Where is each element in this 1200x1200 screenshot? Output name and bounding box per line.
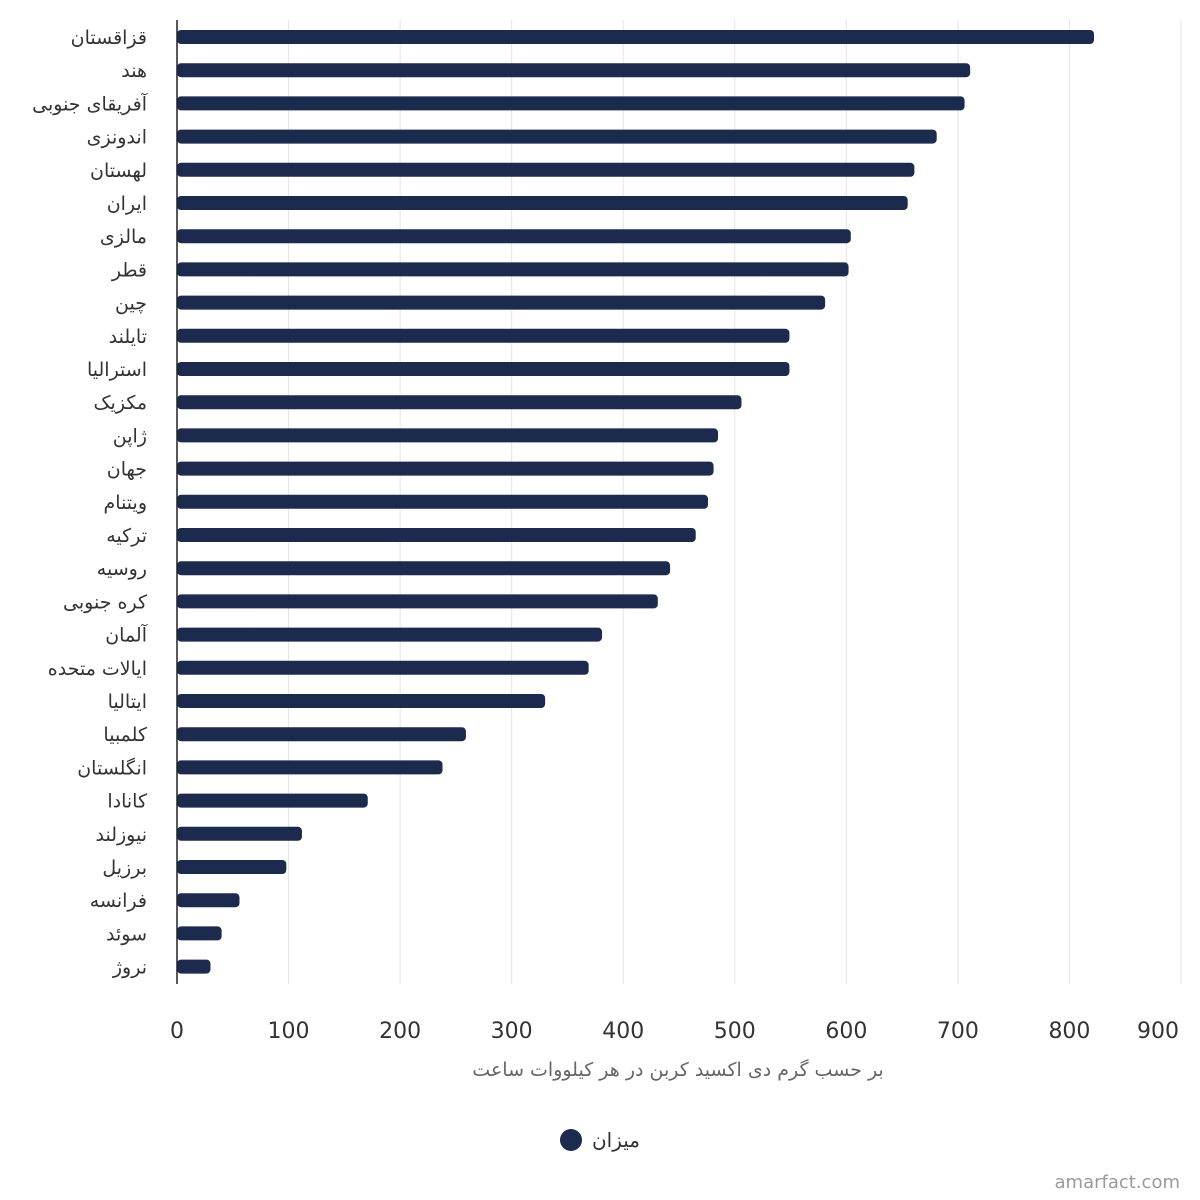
category-label: آلمان [105, 623, 148, 647]
bar [177, 196, 908, 210]
bar [177, 461, 714, 476]
bar [177, 727, 466, 742]
bar [177, 627, 603, 642]
bar [177, 660, 589, 675]
category-label: کلمبیا [103, 724, 148, 746]
category-label: ایران [107, 193, 147, 215]
category-label: مکزیک [94, 392, 147, 414]
watermark: amarfact.com [1054, 1172, 1180, 1193]
bar [177, 561, 671, 576]
category-label: ایتالیا [108, 691, 147, 713]
category-label: قزاقستان [71, 27, 147, 49]
bar [177, 594, 658, 609]
category-label: برزیل [102, 857, 147, 879]
x-tick-label: 900 [1137, 1019, 1179, 1044]
category-label: مالزی [100, 226, 147, 248]
category-label: تایلند [109, 326, 147, 348]
category-label: ویتنام [104, 492, 147, 514]
bar [177, 494, 709, 509]
legend-marker-icon[interactable] [559, 1129, 582, 1151]
x-tick-label: 400 [602, 1019, 644, 1044]
category-label: آفریقای جنوبی [32, 91, 148, 115]
category-label: چین [115, 293, 147, 315]
bar [177, 262, 849, 277]
bar [177, 96, 965, 111]
category-label: استرالیا [87, 359, 147, 381]
bar [177, 30, 1094, 44]
category-label: نیوزلند [95, 824, 147, 846]
bar [177, 63, 971, 78]
category-label: فرانسه [90, 890, 147, 912]
category-label: سوئد [106, 923, 147, 945]
x-tick-label: 700 [937, 1019, 979, 1044]
bar [177, 129, 937, 144]
category-label: ژاپن [113, 425, 147, 447]
bar [177, 328, 790, 343]
bar [177, 162, 915, 177]
category-label: ایالات متحده [48, 658, 147, 680]
x-tick-label: 300 [491, 1019, 533, 1044]
category-label: اندونزی [87, 127, 147, 149]
x-tick-label: 100 [268, 1019, 310, 1044]
bar [177, 428, 719, 443]
category-label: کره جنوبی [63, 591, 148, 613]
category-label: روسیه [97, 558, 147, 580]
x-tick-label: 800 [1048, 1019, 1090, 1044]
bar [177, 295, 826, 310]
bar [177, 395, 742, 410]
category-label: ترکیه [106, 525, 147, 547]
bar [177, 926, 222, 941]
legend: میزان [0, 1122, 1200, 1158]
category-label: جهان [107, 459, 147, 481]
x-tick-label: 0 [170, 1019, 184, 1044]
bar [177, 793, 368, 808]
category-label: لهستان [90, 160, 147, 182]
category-label: انگلستان [77, 756, 147, 779]
category-label: قطر [111, 259, 147, 281]
x-axis-title: بر حسب گرم دی اکسید کربن در هر کیلووات س… [472, 1058, 883, 1081]
bar [177, 362, 790, 376]
x-tick-label: 500 [714, 1019, 756, 1044]
bar-chart: 0 100 200 300 400 500 600 700 800 900 قزاقستان هند آ… [32, 20, 1182, 1081]
x-tick-label: 600 [825, 1019, 867, 1044]
category-label: هند [121, 60, 147, 82]
category-label: نروژ [112, 957, 147, 979]
bar [177, 760, 443, 775]
x-tick-label: 200 [379, 1019, 421, 1044]
bar [177, 229, 851, 244]
category-label: کانادا [107, 791, 148, 813]
bar [177, 826, 302, 841]
legend-label[interactable]: میزان [591, 1128, 641, 1152]
bar [177, 694, 546, 708]
bar [177, 959, 211, 974]
bar [177, 893, 240, 908]
bar [177, 860, 287, 874]
bar [177, 528, 696, 542]
